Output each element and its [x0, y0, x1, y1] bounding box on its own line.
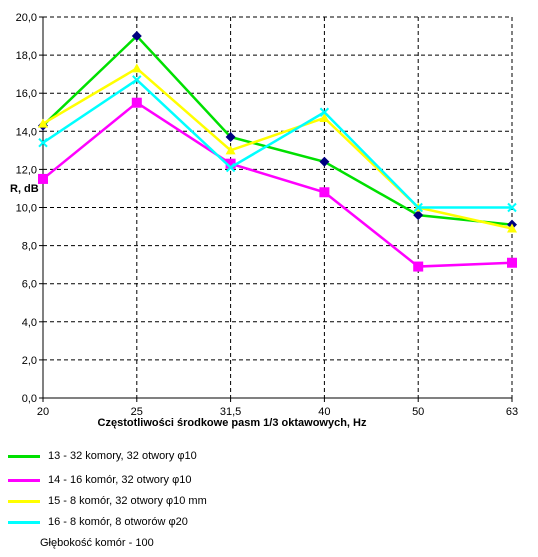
- x-marker-stroke: [319, 107, 330, 117]
- y-tick-label: 12,0: [16, 164, 37, 176]
- y-axis-label: R, dB: [10, 183, 39, 195]
- data-point-s0-4: [413, 210, 424, 221]
- series-line-3: [42, 78, 512, 209]
- y-tick-label: 6,0: [22, 279, 37, 291]
- x-tick-label: 63: [506, 406, 518, 418]
- line-chart: 0,0 2,0 4,0 6,0 8,0 10,0 12,0 14,0 16,0 18,0 20,0 2…: [10, 12, 519, 429]
- data-point-s0-1: [131, 31, 142, 42]
- x-tick-label: 50: [412, 406, 424, 418]
- data-point-s3-4: [413, 202, 423, 213]
- data-point-s3-0: [38, 138, 48, 148]
- data-point-s1-1: [131, 97, 142, 108]
- x-marker-stroke: [38, 138, 48, 148]
- legend-item-14: 14 - 16 komór, 32 otwory φ10: [8, 471, 191, 489]
- data-point-s1-5: [507, 257, 517, 268]
- data-point-s2-2: [225, 145, 236, 155]
- data-point-s2-1: [131, 63, 142, 73]
- data-point-s3-2: [225, 162, 236, 173]
- data-point-s2-5: [507, 223, 517, 233]
- data-point-s1-3: [319, 187, 330, 198]
- x-tick-label: 40: [318, 406, 330, 418]
- series-line-1: [42, 101, 513, 268]
- legend-item-15: 15 - 8 komór, 32 otwory φ10 mm: [8, 492, 207, 510]
- data-point-s3-1: [132, 75, 142, 85]
- y-tick-label: 14,0: [16, 126, 37, 138]
- series-line-2: [42, 66, 513, 230]
- x-marker-stroke: [413, 202, 423, 213]
- y-tick-label: 0,0: [22, 393, 37, 405]
- x-tick-label: 20: [37, 406, 49, 418]
- x-marker-stroke: [225, 162, 236, 173]
- y-tick-label: 10,0: [16, 203, 37, 215]
- y-tick-label: 18,0: [16, 50, 37, 62]
- y-tick-label: 16,0: [16, 88, 37, 100]
- legend-item-16: 16 - 8 komór, 8 otworów φ20: [8, 513, 188, 531]
- legend-note: Głębokość komór - 100: [40, 537, 154, 549]
- y-tick-label: 8,0: [22, 241, 37, 253]
- legend-label-16: 16 - 8 komór, 8 otworów φ20: [48, 516, 188, 528]
- legend-swatch-16: [8, 520, 40, 524]
- series-layer: [38, 31, 517, 272]
- axes: 0,0 2,0 4,0 6,0 8,0 10,0 12,0 14,0 16,0 18,0 20,0 2…: [16, 12, 519, 418]
- x-tick-label: 31,5: [220, 406, 241, 418]
- x-marker-stroke: [507, 202, 517, 213]
- y-tick-label: 2,0: [22, 355, 37, 367]
- data-point-s1-0: [38, 173, 48, 184]
- chart-area: 0,0 2,0 4,0 6,0 8,0 10,0 12,0 14,0 16,0 18,0 20,0 2…: [0, 0, 538, 436]
- data-point-s0-2: [225, 132, 236, 143]
- series-line-0: [42, 34, 513, 226]
- data-point-s1-4: [413, 261, 424, 272]
- x-marker-stroke: [132, 75, 142, 85]
- legend-swatch-14: [8, 478, 40, 482]
- legend-label-15: 15 - 8 komór, 32 otwory φ10 mm: [48, 495, 207, 507]
- y-tick-label: 4,0: [22, 317, 37, 329]
- y-tick-label: 20,0: [16, 12, 37, 24]
- legend-label-14: 14 - 16 komór, 32 otwory φ10: [48, 474, 192, 486]
- legend-item-13: 13 - 32 komory, 32 otwory φ10: [8, 447, 197, 465]
- data-point-s3-3: [319, 107, 330, 117]
- data-point-s2-3: [319, 112, 330, 122]
- legend-swatch-15: [8, 499, 40, 503]
- data-point-s2-0: [38, 118, 48, 128]
- x-axis-label: Częstotliwości środkowe pasm 1/3 oktawow…: [98, 417, 367, 429]
- legend-swatch-13: [8, 454, 40, 458]
- data-point-s0-3: [319, 156, 330, 167]
- legend: 13 - 32 komory, 32 otwory φ10 14 - 16 ko…: [0, 436, 538, 557]
- data-point-s1-2: [225, 158, 236, 169]
- data-point-s3-5: [507, 202, 517, 213]
- legend-label-13: 13 - 32 komory, 32 otwory φ10: [48, 450, 197, 462]
- x-tick-label: 25: [131, 406, 143, 418]
